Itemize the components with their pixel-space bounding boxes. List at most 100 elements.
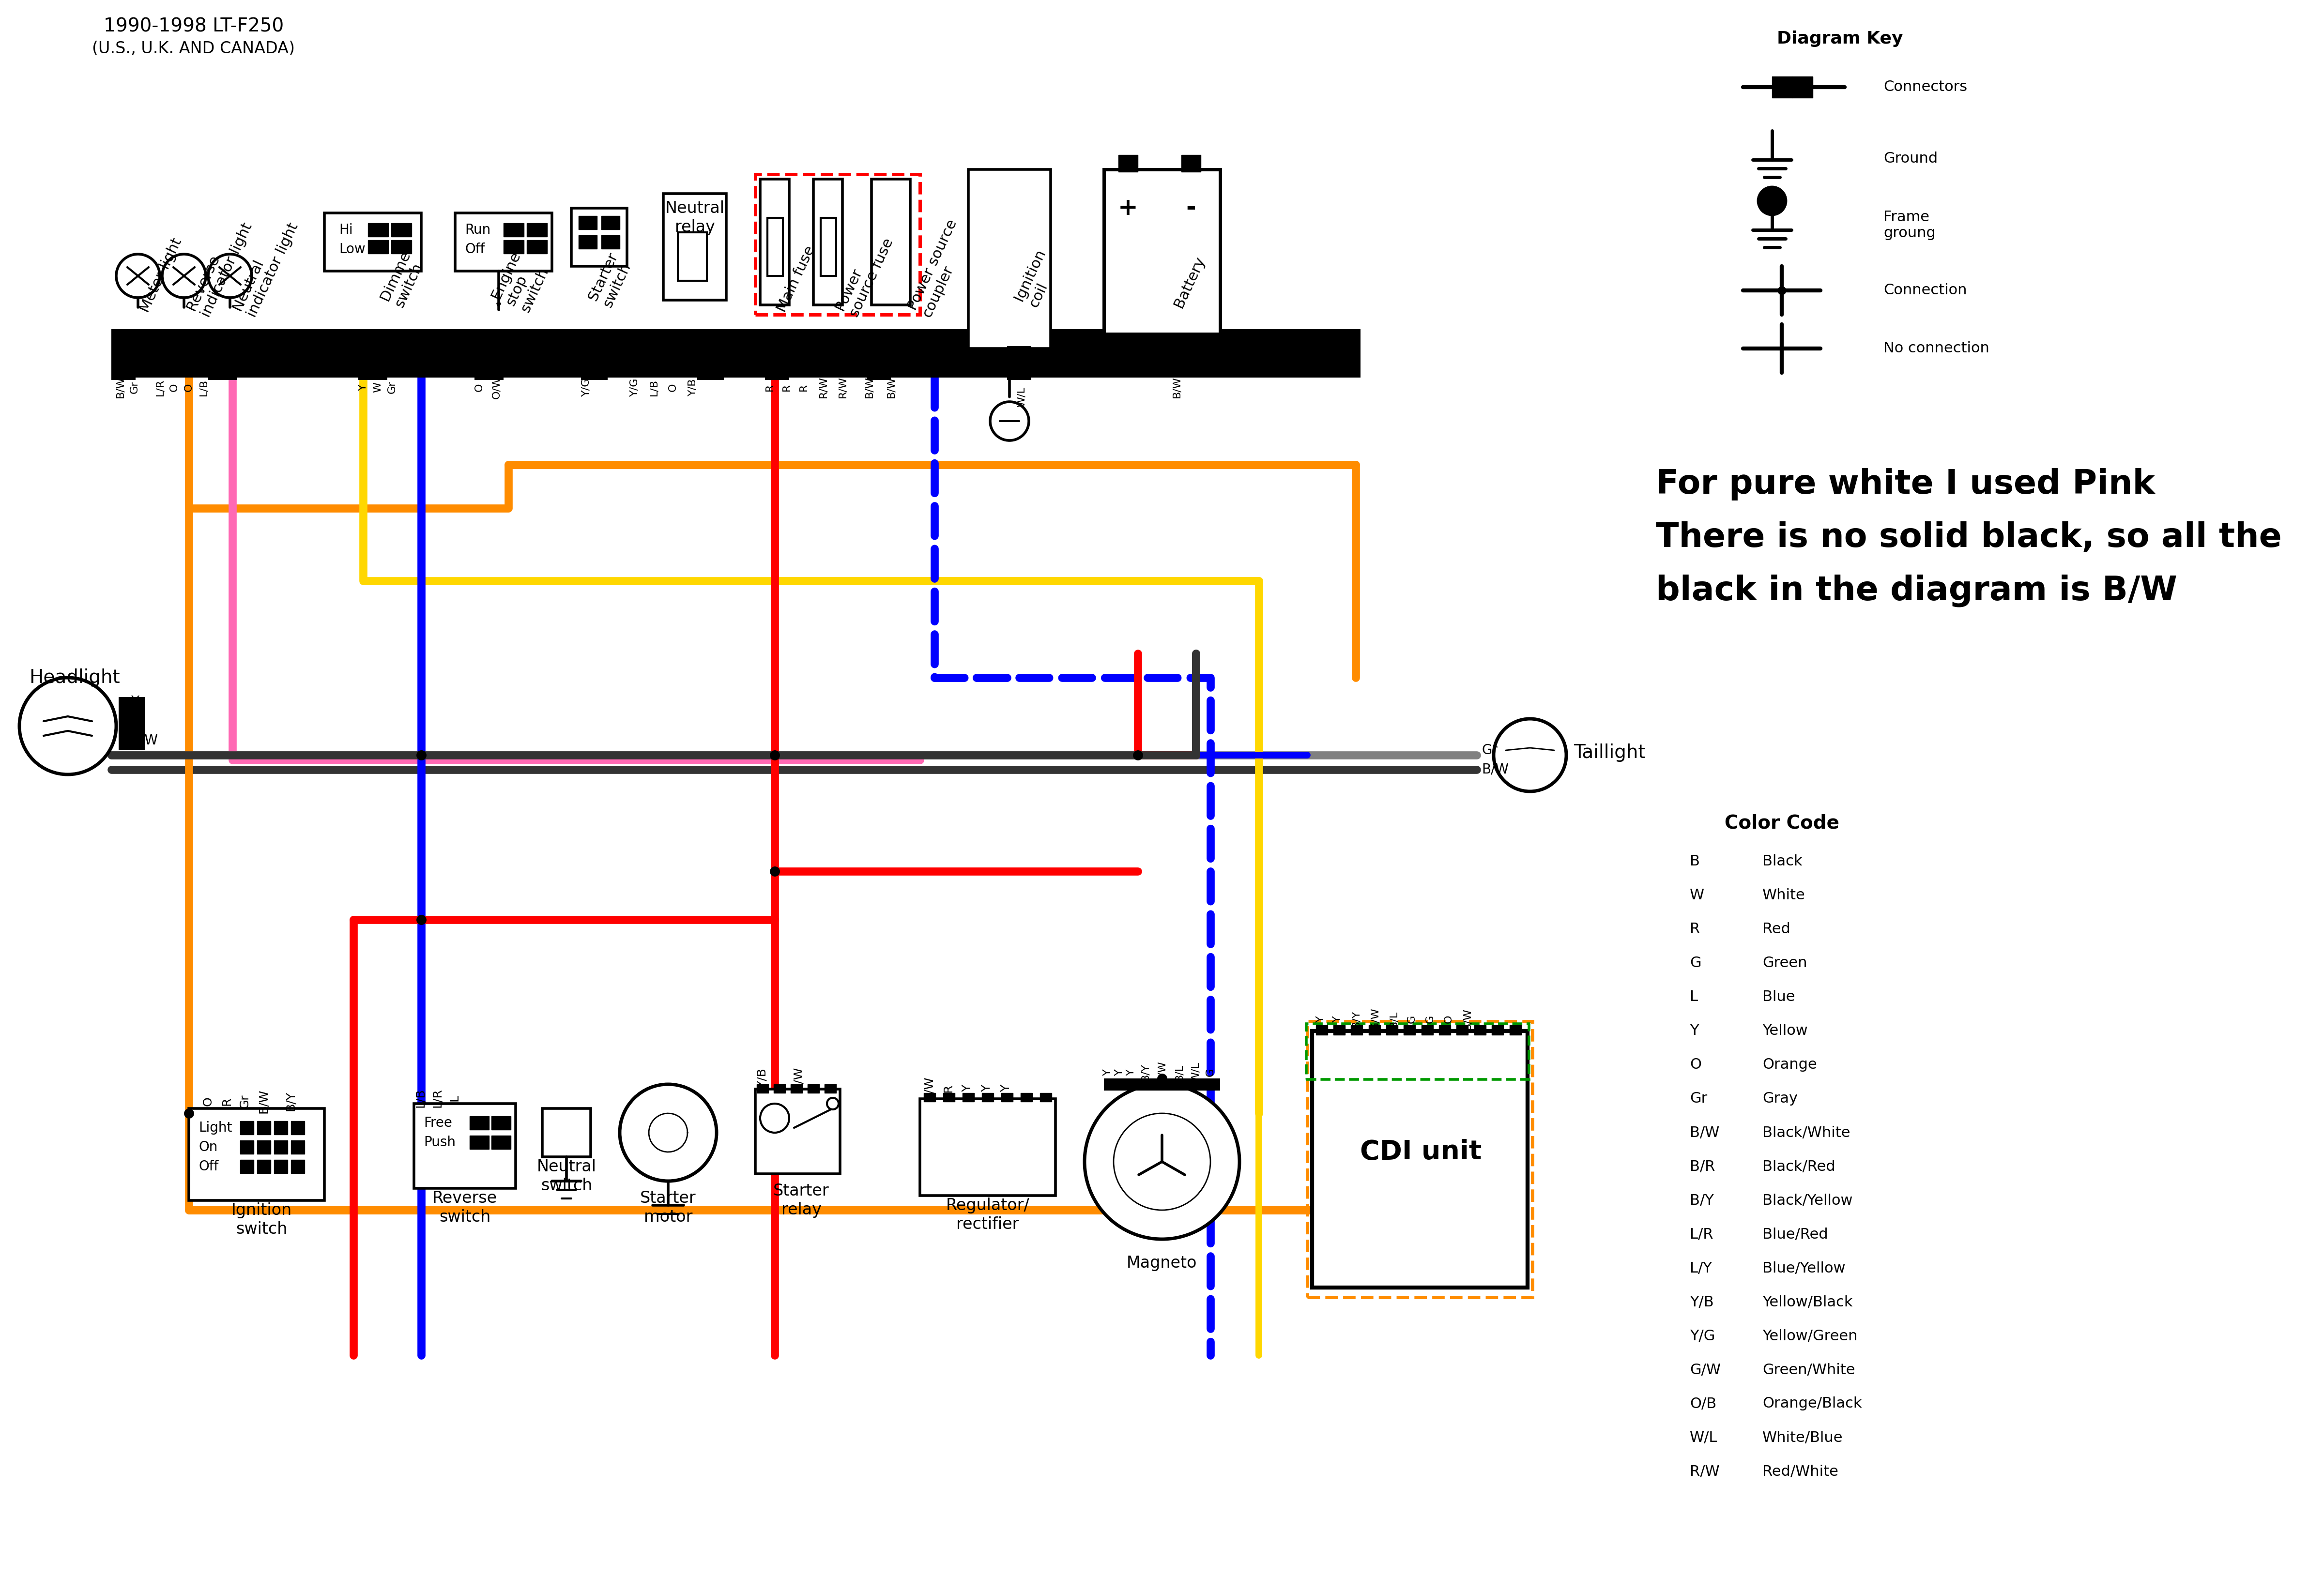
- Text: Power source
coupler: Power source coupler: [906, 218, 974, 320]
- Text: B/W: B/W: [923, 1076, 934, 1100]
- Bar: [1118, 154, 1139, 172]
- Bar: [274, 1140, 288, 1154]
- Text: G: G: [1206, 1068, 1215, 1076]
- Text: Gr: Gr: [388, 380, 397, 393]
- Text: R/W: R/W: [818, 376, 827, 398]
- Text: Gr: Gr: [1690, 1092, 1708, 1106]
- Bar: [490, 1135, 511, 1149]
- Text: B/Y: B/Y: [1141, 1063, 1150, 1081]
- Text: black in the diagram is B/W: black in the diagram is B/W: [1655, 575, 2178, 607]
- Bar: [1511, 1025, 1522, 1035]
- Text: +: +: [1118, 196, 1139, 220]
- Text: For pure white I used Pink: For pure white I used Pink: [1655, 468, 2154, 500]
- Text: Green/White: Green/White: [1762, 1363, 1855, 1377]
- Bar: [755, 1089, 839, 1173]
- Text: No connection: No connection: [1882, 342, 1989, 355]
- Text: L/R: L/R: [432, 1089, 444, 1108]
- Text: Battery: Battery: [1171, 255, 1208, 310]
- Bar: [925, 1094, 934, 1102]
- Text: G/W: G/W: [1371, 1008, 1380, 1030]
- Text: B: B: [1690, 855, 1699, 869]
- Bar: [258, 1121, 270, 1135]
- Bar: [1315, 1025, 1327, 1035]
- Bar: [809, 1084, 820, 1094]
- Text: (U.S., U.K. AND CANADA): (U.S., U.K. AND CANADA): [93, 40, 295, 56]
- Text: Yellow/Green: Yellow/Green: [1762, 1329, 1857, 1344]
- Text: Gr: Gr: [1483, 743, 1497, 758]
- Bar: [239, 1121, 253, 1135]
- Bar: [765, 345, 790, 380]
- Text: Y: Y: [1690, 1024, 1699, 1038]
- Text: L/B: L/B: [198, 379, 209, 396]
- Bar: [290, 1159, 304, 1173]
- Bar: [1492, 1025, 1504, 1035]
- Text: Low: Low: [339, 242, 365, 256]
- Text: Run: Run: [465, 223, 490, 237]
- Bar: [1002, 1094, 1013, 1102]
- Text: On: On: [198, 1140, 218, 1154]
- Text: O: O: [474, 384, 483, 392]
- Bar: [1104, 1078, 1220, 1091]
- Text: Y: Y: [1104, 1068, 1113, 1076]
- Bar: [1369, 1025, 1380, 1035]
- Bar: [760, 178, 790, 306]
- Text: There is no solid black, so all the: There is no solid black, so all the: [1655, 521, 2282, 554]
- Bar: [602, 217, 621, 229]
- Text: -: -: [1185, 196, 1197, 220]
- Text: L/Y: L/Y: [1690, 1261, 1713, 1275]
- Bar: [1041, 1094, 1050, 1102]
- Text: Engine
stop
switch: Engine stop switch: [488, 248, 553, 315]
- Bar: [820, 218, 837, 275]
- Text: B/W: B/W: [116, 376, 125, 398]
- Text: L: L: [1690, 990, 1699, 1005]
- Bar: [790, 1084, 802, 1094]
- Bar: [390, 240, 411, 253]
- Text: B/W: B/W: [130, 734, 158, 747]
- Bar: [602, 236, 621, 248]
- Bar: [825, 1084, 837, 1094]
- Text: Red/White: Red/White: [1762, 1465, 1838, 1479]
- Text: Y: Y: [981, 1084, 992, 1092]
- Text: R: R: [941, 1084, 953, 1092]
- Text: Blue/Yellow: Blue/Yellow: [1762, 1261, 1845, 1275]
- Text: G: G: [1406, 1014, 1418, 1024]
- Text: Y: Y: [1332, 1016, 1343, 1022]
- Bar: [1313, 1032, 1527, 1288]
- Text: Off: Off: [198, 1159, 218, 1173]
- Text: Blue/Red: Blue/Red: [1762, 1227, 1829, 1242]
- Text: L/R: L/R: [1690, 1227, 1713, 1242]
- Bar: [119, 697, 144, 750]
- Text: Orange: Orange: [1762, 1057, 1817, 1071]
- Bar: [258, 1140, 270, 1154]
- Text: G/W: G/W: [1157, 1060, 1167, 1084]
- Text: Black/Red: Black/Red: [1762, 1159, 1836, 1173]
- Bar: [1104, 169, 1220, 334]
- Text: B/L: B/L: [1174, 1063, 1183, 1081]
- Text: R: R: [765, 384, 774, 392]
- Bar: [1385, 1025, 1397, 1035]
- Text: R: R: [799, 384, 809, 392]
- Text: Blue: Blue: [1762, 990, 1794, 1005]
- Text: B/W: B/W: [865, 376, 874, 398]
- Circle shape: [1085, 1084, 1239, 1239]
- Bar: [358, 345, 388, 380]
- Bar: [290, 1121, 304, 1135]
- Text: W/L: W/L: [1690, 1431, 1717, 1444]
- Text: B/Y: B/Y: [1690, 1194, 1713, 1207]
- Bar: [767, 218, 783, 275]
- Text: Push: Push: [423, 1135, 456, 1149]
- Bar: [1473, 1025, 1485, 1035]
- Text: Y: Y: [130, 696, 139, 708]
- Bar: [813, 178, 844, 306]
- Bar: [572, 209, 627, 266]
- Text: Y/B: Y/B: [688, 379, 697, 396]
- Bar: [112, 330, 1360, 377]
- Text: Frame
groung: Frame groung: [1882, 210, 1936, 240]
- Circle shape: [827, 1098, 839, 1110]
- Text: W: W: [372, 382, 383, 393]
- Bar: [1020, 1094, 1032, 1102]
- Text: O: O: [170, 384, 179, 392]
- Text: Taillight: Taillight: [1573, 743, 1645, 763]
- Text: B/Y: B/Y: [1350, 1009, 1360, 1028]
- Text: Regulator/
rectifier: Regulator/ rectifier: [946, 1197, 1030, 1232]
